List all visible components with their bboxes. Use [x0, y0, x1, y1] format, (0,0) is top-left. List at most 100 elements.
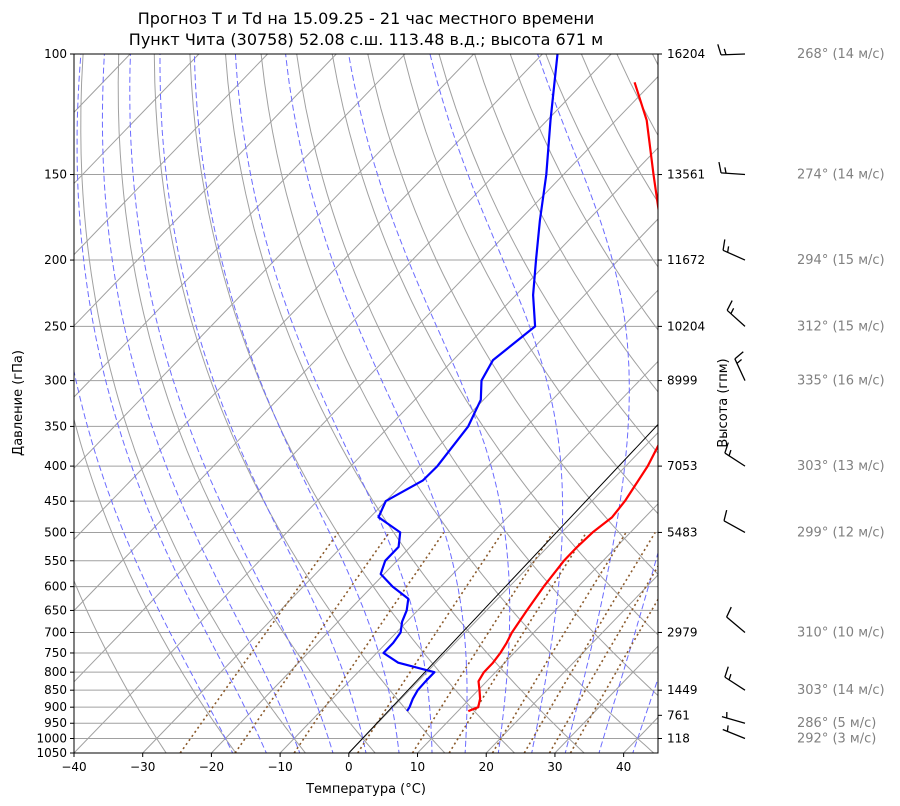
- parcel-line: [348, 423, 658, 753]
- axes: −40 −30 −20 −10 0 10 20 30 40 100 150 200 250 300 350 4…: [36, 47, 705, 774]
- wind-barb: [722, 725, 746, 740]
- plot-frame: [73, 53, 659, 754]
- wind-barb: [726, 606, 746, 633]
- height-tick-label: 761: [667, 708, 690, 722]
- dry-adiabat: [225, 54, 585, 753]
- isotherm-line: [485, 574, 658, 753]
- wind-barb-half-feather: [724, 167, 727, 174]
- dry-adiabat: [438, 54, 658, 454]
- wind-barb-half-feather: [726, 725, 729, 732]
- isotherm-line: [74, 54, 612, 612]
- wind-barb: [726, 300, 746, 327]
- wind-label: 312° (15 м/с): [797, 319, 885, 334]
- wind-label: 292° (3 м/с): [797, 731, 876, 746]
- wind-barb-feather: [724, 666, 729, 678]
- height-tick-label: 118: [667, 731, 690, 745]
- wind-barb-feather: [726, 300, 733, 311]
- wind-barb: [723, 509, 746, 534]
- dry-adiabat: [724, 54, 900, 756]
- chart-subtitle: Пункт Чита (30758) 52.08 с.ш. 113.48 в.д…: [129, 30, 603, 49]
- isotherm-line: [74, 54, 406, 398]
- isotherm-line: [74, 54, 543, 541]
- wind-barb: [717, 44, 746, 56]
- mixing-ratio-line: [293, 531, 445, 753]
- wind-barb: [734, 351, 746, 381]
- wind-barb-shaft: [721, 716, 746, 724]
- y-tick-label: 400: [44, 459, 67, 473]
- dry-adiabat: [74, 417, 237, 753]
- dry-adiabat: [189, 54, 516, 753]
- isotherm-line: [74, 54, 200, 185]
- x-tick-label: −20: [199, 760, 224, 774]
- wind-barb-feather: [734, 351, 744, 360]
- wind-label: 310° (10 м/с): [797, 625, 885, 640]
- y-tick-label: 150: [44, 168, 67, 182]
- y-tick-label: 750: [44, 646, 67, 660]
- y-tick-label: 900: [44, 700, 67, 714]
- wind-label: 335° (16 м/с): [797, 374, 885, 389]
- isotherm-line: [623, 716, 658, 753]
- y-tick-label: 850: [44, 683, 67, 697]
- height-tick-label: 13561: [667, 168, 705, 182]
- wind-barb-feather: [724, 442, 729, 454]
- wind-barb-feather: [726, 606, 732, 618]
- wind-barb: [722, 239, 746, 261]
- wind-label: 299° (12 м/с): [797, 525, 885, 540]
- wind-barb-shaft: [723, 520, 746, 534]
- y-tick-label: 500: [44, 525, 67, 539]
- x-tick-label: 0: [345, 760, 353, 774]
- moist-adiabat: [429, 54, 564, 753]
- mixing-ratio-line: [411, 531, 554, 753]
- wind-barb: [718, 161, 746, 176]
- y-tick-label: 550: [44, 554, 67, 568]
- height-tick-label: 16204: [667, 47, 705, 61]
- height-tick-label: 5483: [667, 525, 698, 539]
- wind-barb: [724, 442, 746, 467]
- dry-adiabat: [153, 54, 446, 753]
- dry-adiabat: [616, 54, 658, 137]
- x-tick-label: −10: [267, 760, 292, 774]
- wind-barb-half-feather: [728, 673, 732, 681]
- mixing-ratio-line: [569, 597, 658, 753]
- wind-barb-shaft: [721, 172, 746, 176]
- moist-adiabat: [101, 54, 301, 753]
- y-tick-label: 1000: [36, 731, 67, 745]
- wind-label: 268° (14 м/с): [797, 47, 885, 62]
- x-tick-label: 30: [547, 760, 562, 774]
- dry-adiabat: [866, 54, 900, 756]
- wind-barb-feather: [722, 239, 726, 251]
- dry-adiabat: [474, 54, 658, 393]
- moist-adiabat: [159, 54, 367, 753]
- wind-barb-shaft: [726, 309, 746, 327]
- moist-adiabat: [74, 368, 234, 753]
- dry-adiabat: [831, 54, 900, 756]
- wind-barb-half-feather: [727, 246, 730, 253]
- wind-barb-feather: [723, 509, 728, 521]
- height-tick-label: 8999: [667, 374, 698, 388]
- wind-label: 274° (14 м/с): [797, 168, 885, 183]
- x-tick-label: −30: [130, 760, 155, 774]
- dry-adiabat: [260, 54, 655, 753]
- wind-label: 303° (13 м/с): [797, 459, 885, 474]
- wind-barb-shaft: [722, 249, 746, 261]
- wind-panel: 292° (3 м/с)286° (5 м/с) 303° (14 м/с) 310…: [717, 44, 885, 746]
- wind-barb-shaft: [724, 676, 746, 691]
- dry-adiabat: [117, 54, 376, 753]
- dry-adiabat: [759, 54, 900, 756]
- height-tick-label: 11672: [667, 253, 705, 267]
- wind-barb-half-feather: [736, 359, 742, 364]
- y-tick-label: 650: [44, 603, 67, 617]
- wind-barb-shaft: [726, 616, 746, 633]
- wind-barb: [724, 666, 746, 691]
- y-tick-label: 250: [44, 319, 67, 333]
- wind-barb-half-feather: [723, 48, 727, 55]
- wind-label: 286° (5 м/с): [797, 716, 876, 731]
- dry-adiabat: [795, 54, 900, 756]
- dry-adiabat: [74, 579, 167, 753]
- moist-adiabat: [285, 54, 468, 753]
- wind-barb-half-feather: [728, 449, 732, 456]
- dry-adiabat: [402, 54, 658, 515]
- chart-title: Прогноз T и Td на 15.09.25 - 21 час мест…: [138, 9, 594, 28]
- wind-barb-shaft: [734, 358, 746, 381]
- x-tick-label: 20: [479, 760, 494, 774]
